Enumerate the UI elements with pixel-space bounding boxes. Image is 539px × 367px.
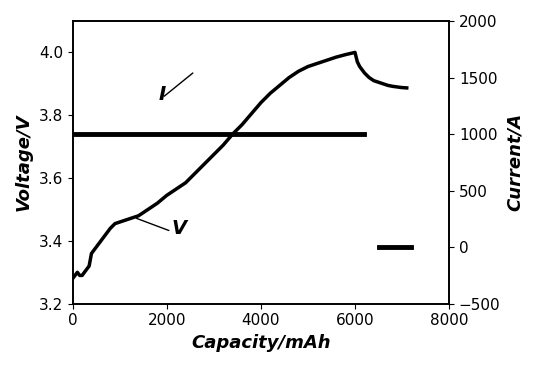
X-axis label: Capacity/mAh: Capacity/mAh <box>191 334 331 352</box>
Y-axis label: Current/A: Current/A <box>506 113 524 211</box>
Text: V: V <box>172 219 187 238</box>
Y-axis label: Voltage/V: Voltage/V <box>15 114 33 211</box>
Text: I: I <box>158 86 165 105</box>
